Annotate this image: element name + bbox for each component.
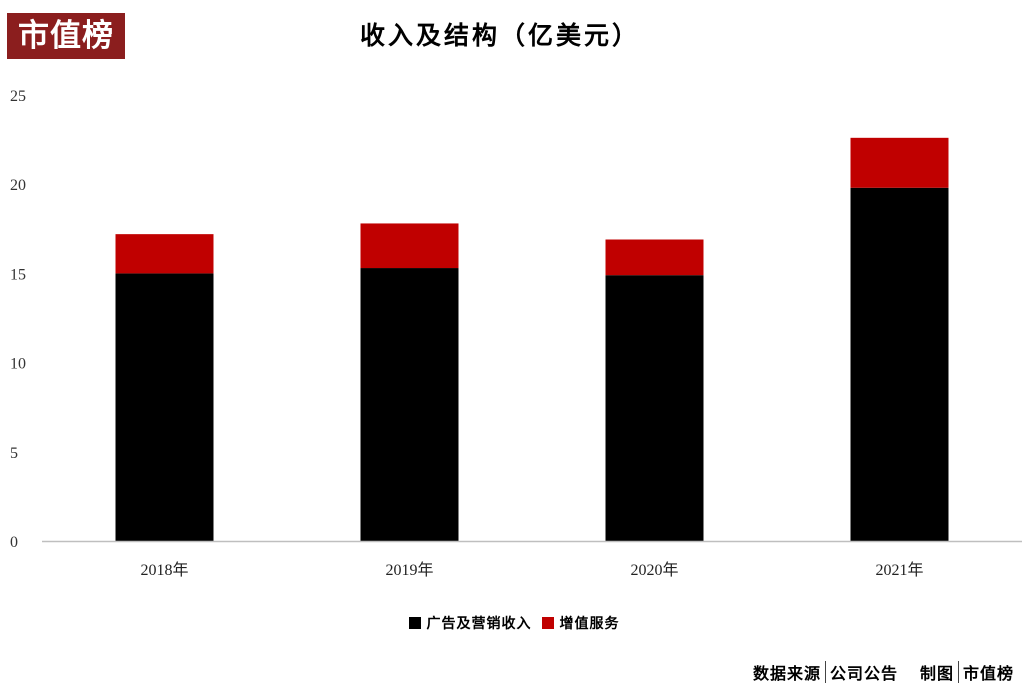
x-axis: 2018年 2019年 2020年 2021年 — [42, 540, 1022, 579]
x-tick-label: 2021年 — [875, 561, 923, 579]
bar-vas-3 — [605, 239, 704, 276]
bar-ad-3 — [605, 275, 704, 541]
legend-item-ad: 广告及营销收入 — [408, 613, 532, 633]
legend-label-vas: 增值服务 — [559, 616, 620, 632]
made-label: 制图 — [919, 664, 954, 683]
legend-item-vas: 增值服务 — [541, 613, 620, 633]
separator — [957, 661, 959, 683]
made-value: 市值榜 — [962, 664, 1014, 683]
footer-credits: 数据来源 公司公告 制图 市值榜 — [753, 660, 1014, 684]
y-tick-label: 15 — [10, 266, 26, 283]
bar-ad-4 — [850, 187, 949, 541]
brand-logo: 市值榜 — [7, 13, 125, 59]
legend-swatch-ad — [408, 617, 421, 629]
legend-swatch-vas — [541, 617, 554, 629]
bars — [115, 137, 949, 541]
bar-ad-2 — [360, 268, 459, 541]
y-tick-label: 5 — [10, 445, 18, 462]
x-tick-label: 2019年 — [385, 561, 433, 579]
x-tick-label: 2018年 — [140, 561, 188, 579]
y-tick-label: 0 — [10, 534, 18, 551]
bar-ad-1 — [115, 273, 214, 541]
legend-label-ad: 广告及营销收入 — [426, 616, 532, 632]
source-value: 公司公告 — [829, 664, 898, 683]
x-tick-label: 2020年 — [630, 561, 678, 579]
y-tick-label: 25 — [10, 88, 26, 105]
source-label: 数据来源 — [752, 664, 821, 683]
separator — [824, 661, 826, 683]
bar-vas-1 — [115, 234, 214, 274]
y-tick-label: 10 — [10, 356, 26, 373]
legend: 广告及营销收入 增值服务 — [0, 613, 1028, 633]
y-tick-label: 20 — [10, 177, 26, 194]
chart-title: 收入及结构（亿美元） — [359, 21, 640, 50]
bar-vas-4 — [850, 137, 949, 188]
y-axis: 0 5 10 15 20 25 — [10, 88, 26, 551]
bar-vas-2 — [360, 223, 459, 269]
